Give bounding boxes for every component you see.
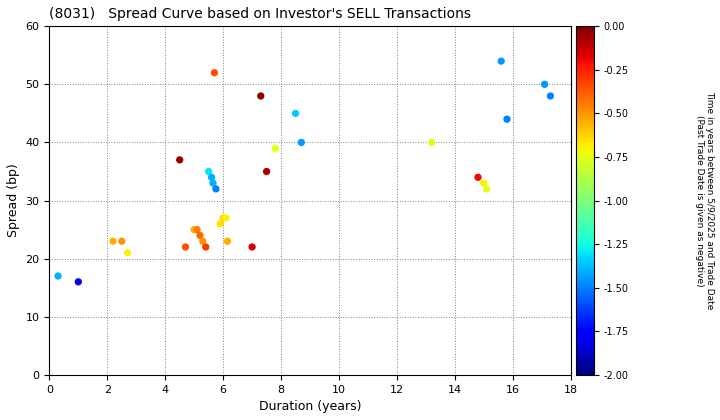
- Point: [53, 273, 64, 279]
- Point: [194, 232, 206, 239]
- Point: [501, 116, 513, 123]
- Point: [215, 220, 226, 227]
- Y-axis label: Spread (bp): Spread (bp): [7, 164, 20, 237]
- Point: [189, 226, 200, 233]
- X-axis label: Duration (years): Duration (years): [258, 400, 361, 413]
- Y-axis label: Time in years between 5/9/2025 and Trade Date
(Past Trade Date is given as negat: Time in years between 5/9/2025 and Trade…: [696, 91, 714, 310]
- Point: [73, 278, 84, 285]
- Point: [116, 238, 127, 244]
- Text: (8031)   Spread Curve based on Investor's SELL Transactions: (8031) Spread Curve based on Investor's …: [50, 7, 472, 21]
- Point: [203, 168, 215, 175]
- Point: [222, 238, 233, 244]
- Point: [220, 215, 232, 221]
- Point: [544, 93, 556, 100]
- Point: [255, 93, 266, 100]
- Point: [478, 180, 490, 186]
- Point: [296, 139, 307, 146]
- Point: [261, 168, 272, 175]
- Point: [217, 215, 229, 221]
- Point: [539, 81, 550, 88]
- Point: [210, 186, 222, 192]
- Point: [209, 69, 220, 76]
- Point: [495, 58, 507, 65]
- Point: [206, 174, 217, 181]
- Point: [174, 157, 186, 163]
- Point: [200, 244, 212, 250]
- Point: [269, 145, 281, 152]
- Point: [289, 110, 301, 117]
- Point: [426, 139, 438, 146]
- Point: [192, 226, 203, 233]
- Point: [246, 244, 258, 250]
- Point: [180, 244, 192, 250]
- Point: [122, 249, 133, 256]
- Point: [107, 238, 119, 244]
- Point: [207, 180, 219, 186]
- Point: [481, 186, 492, 192]
- Point: [472, 174, 484, 181]
- Point: [197, 238, 209, 244]
